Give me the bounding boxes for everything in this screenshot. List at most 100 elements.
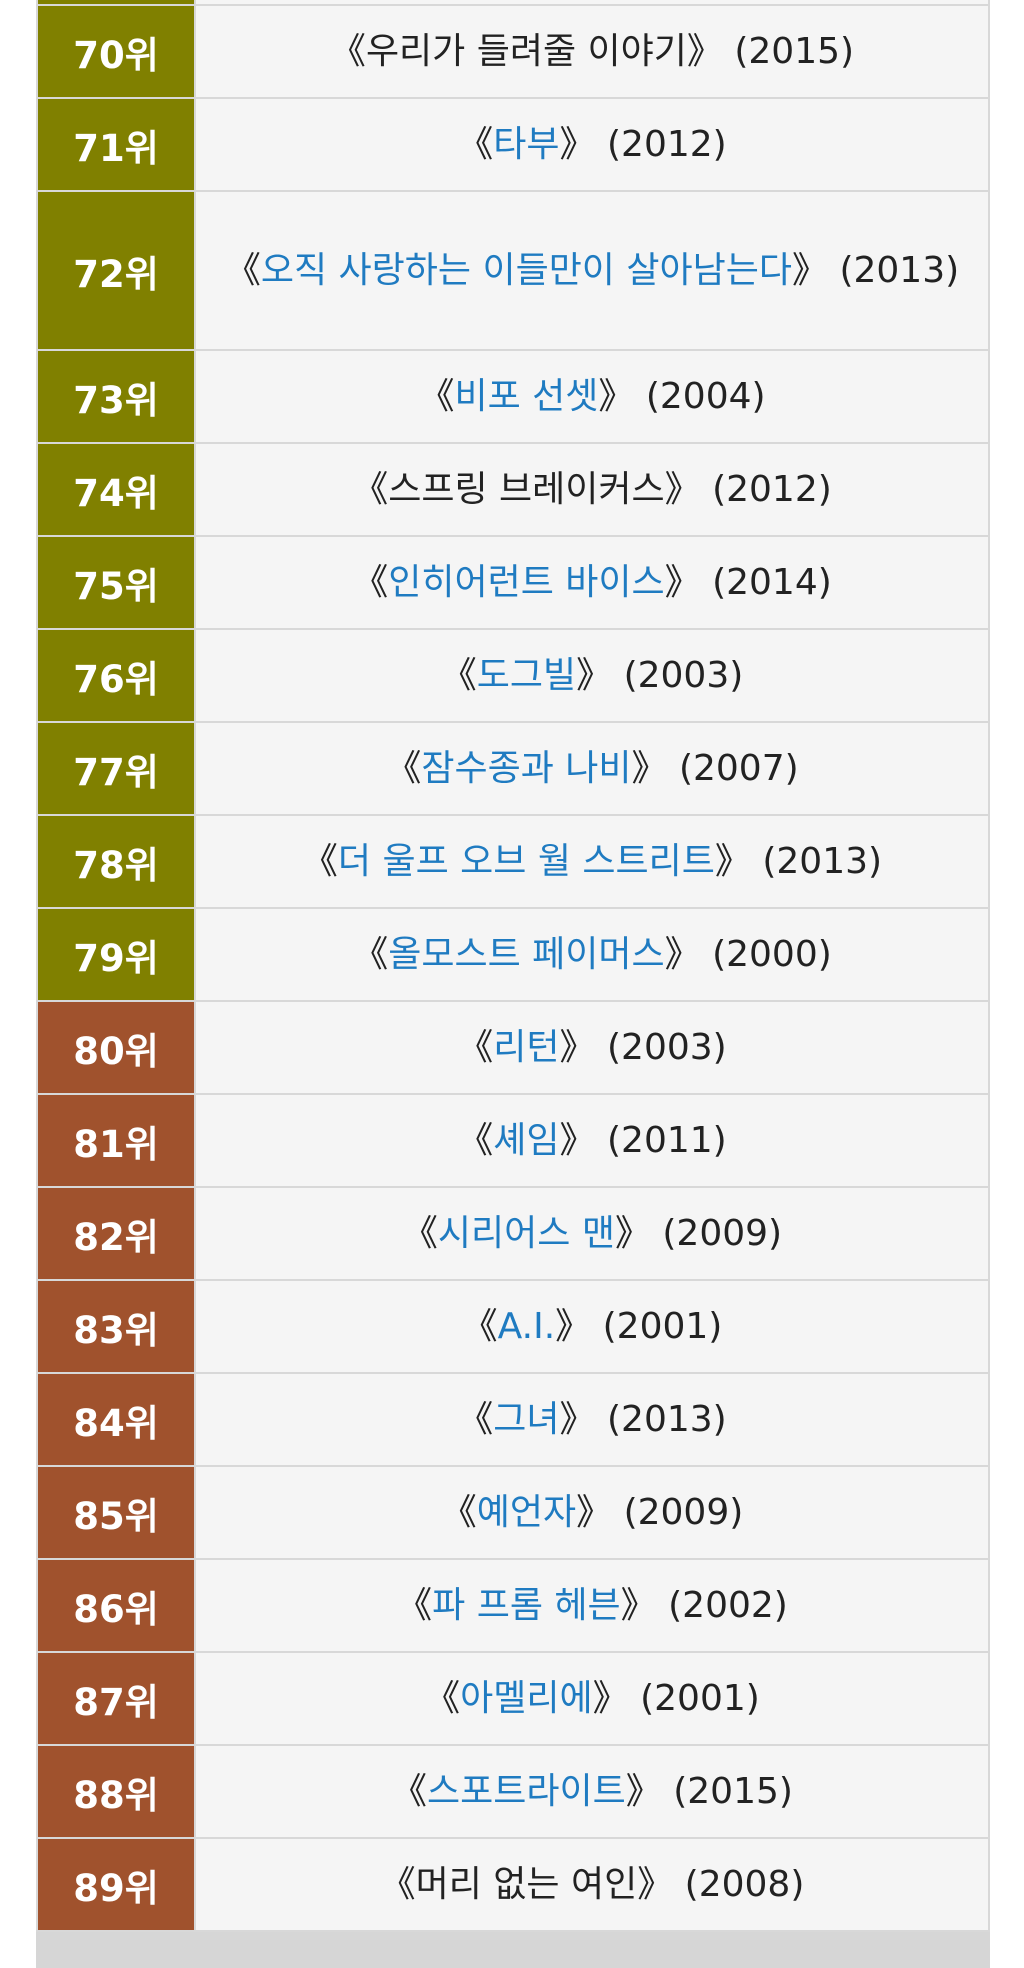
close-quote-mark: 》 — [714, 840, 763, 882]
open-quote-mark: 《 — [457, 123, 494, 165]
film-title-link[interactable]: 더 울프 오브 월 스트리트 — [337, 840, 715, 882]
film-title-link[interactable]: 잠수종과 나비 — [421, 747, 632, 789]
film-title-link[interactable]: 스포트라이트 — [427, 1770, 626, 1812]
close-quote-mark: 》 — [592, 1677, 641, 1719]
close-quote-mark: 》 — [555, 1305, 603, 1347]
film-title-link[interactable]: 그녀 — [493, 1398, 560, 1440]
film-title-link[interactable]: A.I. — [497, 1305, 556, 1347]
open-quote-mark: 《 — [418, 375, 455, 417]
open-quote-mark: 《 — [352, 468, 389, 510]
title-cell: 《아멜리에》 (2001) — [194, 1651, 990, 1746]
title-cell: 《비포 선셋》 (2004) — [194, 349, 990, 444]
table-row: 80위 《리턴》 (2003) — [36, 1000, 990, 1095]
table-row: 75위 《인히어런트 바이스》 (2014) — [36, 535, 990, 630]
rank-cell: 87위 — [36, 1651, 196, 1746]
rank-cell: 71위 — [36, 97, 196, 192]
open-quote-mark: 《 — [391, 1770, 428, 1812]
ranking-table-container: 70위 《우리가 들려줄 이야기》 (2015) 71위 《타부》 (2012) 72위… — [36, 0, 990, 1968]
film-title-link[interactable]: 아멜리에 — [460, 1677, 593, 1719]
open-quote-mark: 《 — [301, 840, 338, 882]
close-quote-mark: 》 — [637, 1863, 685, 1905]
title-cell: 《시리어스 맨》 (2009) — [194, 1186, 990, 1281]
film-title-link[interactable]: 비포 선셋 — [454, 375, 599, 417]
close-quote-mark: 》 — [664, 468, 713, 510]
film-title-link[interactable]: 인히어런트 바이스 — [388, 561, 665, 603]
title-cell: 《리턴》 (2003) — [194, 1000, 990, 1095]
table-row: 79위 《올모스트 페이머스》 (2000) — [36, 907, 990, 1002]
film-title: 우리가 들려줄 이야기 — [365, 30, 687, 72]
title-cell: 《인히어런트 바이스》 (2014) — [194, 535, 990, 630]
rank-cell: 86위 — [36, 1558, 196, 1653]
film-year: (2004) — [645, 375, 766, 417]
table-row: 74위 《스프링 브레이커스》 (2012) — [36, 442, 990, 537]
ranking-table: 70위 《우리가 들려줄 이야기》 (2015) 71위 《타부》 (2012) 72위… — [36, 0, 990, 1932]
film-title: 머리 없는 여인 — [415, 1863, 638, 1905]
open-quote-mark: 《 — [396, 1584, 433, 1626]
table-row: 85위 《예언자》 (2009) — [36, 1465, 990, 1560]
film-title-link[interactable]: 도그빌 — [476, 654, 577, 696]
close-quote-mark: 》 — [625, 1770, 674, 1812]
rank-cell: 84위 — [36, 1372, 196, 1467]
film-title-link[interactable]: 리턴 — [493, 1026, 560, 1068]
film-title-link[interactable]: 타부 — [493, 123, 560, 165]
film-year: (2000) — [712, 933, 832, 975]
open-quote-mark: 《 — [457, 1026, 494, 1068]
open-quote-mark: 《 — [424, 1677, 461, 1719]
title-cell: 《더 울프 오브 월 스트리트》 (2013) — [194, 814, 990, 909]
open-quote-mark: 《 — [461, 1305, 498, 1347]
title-cell: 《셰임》 (2011) — [194, 1093, 990, 1188]
title-cell: 《스프링 브레이커스》 (2012) — [194, 442, 990, 537]
film-title-link[interactable]: 오직 사랑하는 이들만이 살아남는다 — [260, 249, 792, 291]
rank-cell: 74위 — [36, 442, 196, 537]
title-cell: 《잠수종과 나비》 (2007) — [194, 721, 990, 816]
film-year: (2002) — [668, 1584, 788, 1626]
rank-cell: 78위 — [36, 814, 196, 909]
film-year: (2001) — [602, 1305, 723, 1347]
table-row: 70위 《우리가 들려줄 이야기》 (2015) — [36, 4, 990, 99]
rank-cell: 70위 — [36, 4, 196, 99]
close-quote-mark: 》 — [598, 375, 646, 417]
open-quote-mark: 《 — [457, 1398, 494, 1440]
table-row: 87위 《아멜리에》 (2001) — [36, 1651, 990, 1746]
film-year: (2003) — [623, 654, 744, 696]
film-title-link[interactable]: 예언자 — [476, 1491, 577, 1533]
film-year: (2009) — [662, 1212, 783, 1254]
film-year: (2001) — [640, 1677, 760, 1719]
table-row: 77위 《잠수종과 나비》 (2007) — [36, 721, 990, 816]
film-year: (2012) — [607, 123, 727, 165]
film-title: 스프링 브레이커스 — [388, 468, 665, 510]
film-title-link[interactable]: 셰임 — [493, 1119, 560, 1161]
film-year: (2013) — [607, 1398, 727, 1440]
open-quote-mark: 《 — [352, 933, 389, 975]
close-quote-mark: 》 — [620, 1584, 669, 1626]
film-year: (2013) — [762, 840, 883, 882]
table-row: 89위 《머리 없는 여인》 (2008) — [36, 1837, 990, 1932]
close-quote-mark: 》 — [559, 1026, 607, 1068]
table-row: 88위 《스포트라이트》 (2015) — [36, 1744, 990, 1839]
open-quote-mark: 《 — [329, 30, 366, 72]
title-cell: 《올모스트 페이머스》 (2000) — [194, 907, 990, 1002]
film-year: (2015) — [673, 1770, 793, 1812]
film-year: (2011) — [607, 1119, 727, 1161]
rank-cell: 72위 — [36, 190, 196, 351]
title-cell: 《도그빌》 (2003) — [194, 628, 990, 723]
film-year: (2007) — [678, 747, 799, 789]
table-row: 86위 《파 프롬 헤븐》 (2002) — [36, 1558, 990, 1653]
close-quote-mark: 》 — [686, 30, 735, 72]
close-quote-mark: 》 — [559, 1398, 607, 1440]
close-quote-mark: 》 — [664, 561, 713, 603]
film-title-link[interactable]: 올모스트 페이머스 — [388, 933, 665, 975]
title-cell: 《그녀》 (2013) — [194, 1372, 990, 1467]
close-quote-mark: 》 — [576, 1491, 624, 1533]
rank-cell: 77위 — [36, 721, 196, 816]
film-title-link[interactable]: 시리어스 맨 — [437, 1212, 615, 1254]
rank-cell: 89위 — [36, 1837, 196, 1932]
title-cell: 《우리가 들려줄 이야기》 (2015) — [194, 4, 990, 99]
rank-cell: 79위 — [36, 907, 196, 1002]
film-title-link[interactable]: 파 프롬 헤븐 — [432, 1584, 621, 1626]
title-cell: 《타부》 (2012) — [194, 97, 990, 192]
close-quote-mark: 》 — [559, 123, 607, 165]
close-quote-mark: 》 — [791, 249, 840, 291]
close-quote-mark: 》 — [614, 1212, 663, 1254]
rank-cell: 76위 — [36, 628, 196, 723]
